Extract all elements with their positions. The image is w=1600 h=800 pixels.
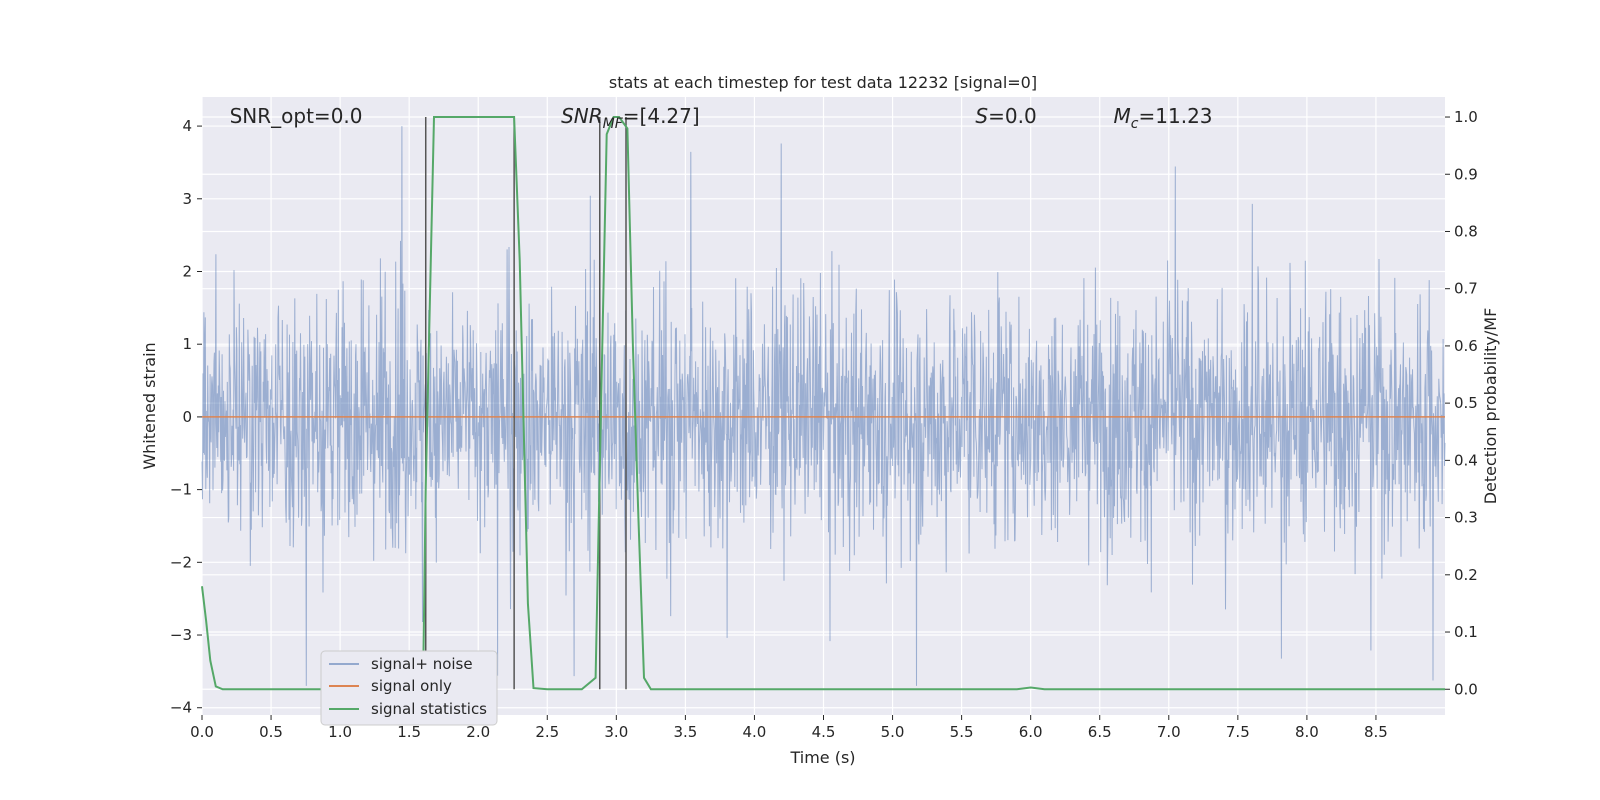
y2-tick-label: 0.3 — [1454, 509, 1478, 527]
detection-vertical-lines — [424, 117, 627, 690]
stat-annotation: SNR_opt=0.0 — [230, 104, 363, 128]
series-signal-plus-noise — [201, 126, 1446, 686]
x-tick-label: 3.0 — [604, 723, 628, 741]
chart-title: stats at each timestep for test data 122… — [609, 73, 1037, 92]
y-tick-label: 2 — [182, 262, 192, 280]
x-tick-label: 3.5 — [673, 723, 697, 741]
stat-annotation: Mc=11.23 — [1114, 104, 1213, 132]
y2-tick-label: 0.4 — [1454, 451, 1478, 469]
legend: signal+ noise signal only signal statist… — [320, 650, 498, 726]
x-tick-label: 4.5 — [812, 723, 836, 741]
y-gridlines — [202, 125, 1445, 709]
y2-axis-ticks: 1.0 0.9 0.8 0.7 0.6 0.5 0.4 0.3 0.2 0.1 0.0 — [1445, 108, 1478, 698]
x-tick-label: 5.0 — [881, 723, 905, 741]
x-tick-label: 2.0 — [466, 723, 490, 741]
stat-annotations: SNR_opt=0.0 SNRMF=[4.27] S=0.0 Mc=11.23 — [230, 104, 1213, 132]
y2-tick-label: 0.6 — [1454, 337, 1478, 355]
y-tick-label: 3 — [182, 190, 192, 208]
y2-axis-label: Detection probability/MF — [1481, 308, 1500, 505]
legend-label-signal-only: signal only — [371, 677, 452, 695]
y2-tick-label: 0.7 — [1454, 280, 1478, 298]
y2-tick-label: 0.0 — [1454, 680, 1478, 698]
legend-label-signal-plus-noise: signal+ noise — [371, 655, 473, 673]
x-tick-label: 8.5 — [1364, 723, 1388, 741]
y2-tick-label: 0.5 — [1454, 394, 1478, 412]
y2-tick-label: 0.2 — [1454, 566, 1478, 584]
y2-tick-label: 0.9 — [1454, 165, 1478, 183]
series-signal-statistics — [201, 116, 1445, 691]
y2-tick-label: 1.0 — [1454, 108, 1478, 126]
stat-annotation: S=0.0 — [975, 104, 1036, 128]
x-tick-label: 0.5 — [259, 723, 283, 741]
y-tick-label: 1 — [182, 335, 192, 353]
signal-statistics-line — [201, 116, 1445, 691]
stat-annotation: SNRMF=[4.27] — [561, 104, 700, 132]
x-tick-label: 5.5 — [950, 723, 974, 741]
x-tick-label: 0.0 — [190, 723, 214, 741]
y-tick-label: −4 — [170, 699, 192, 717]
y-tick-label: 4 — [182, 117, 192, 135]
y-tick-label: −3 — [170, 626, 192, 644]
x-tick-label: 7.0 — [1157, 723, 1181, 741]
x-tick-label: 4.0 — [743, 723, 767, 741]
noise-line — [201, 126, 1446, 686]
y-axis-label: Whitened strain — [140, 342, 159, 469]
x-axis-ticks: 0.0 0.5 1.0 1.5 2.0 2.5 3.0 3.5 4.0 4.5 5.0 5.5 6.0 6… — [190, 715, 1388, 741]
x-tick-label: 6.0 — [1019, 723, 1043, 741]
y-axis-ticks: 4 3 2 1 0 −1 −2 −3 −4 — [170, 117, 202, 717]
x-tick-label: 1.0 — [328, 723, 352, 741]
legend-label-signal-statistics: signal statistics — [371, 700, 487, 718]
y2-tick-label: 0.1 — [1454, 623, 1478, 641]
legend-box — [320, 650, 498, 726]
x-tick-label: 7.5 — [1226, 723, 1250, 741]
x-tick-label: 6.5 — [1088, 723, 1112, 741]
y-tick-label: −2 — [170, 553, 192, 571]
y-tick-label: 0 — [182, 408, 192, 426]
x-tick-label: 2.5 — [535, 723, 559, 741]
x-tick-label: 8.0 — [1295, 723, 1319, 741]
y2-tick-label: 0.8 — [1454, 222, 1478, 240]
x-axis-label: Time (s) — [789, 748, 855, 767]
y-tick-label: −1 — [170, 481, 192, 499]
x-tick-label: 1.5 — [397, 723, 421, 741]
